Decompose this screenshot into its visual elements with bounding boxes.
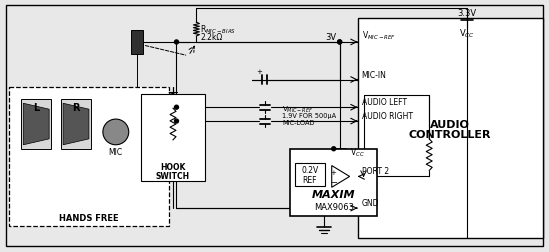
Text: AUDIO RIGHT: AUDIO RIGHT [362,112,412,120]
Text: AUDIO LEFT: AUDIO LEFT [362,98,407,107]
Text: 0.2V: 0.2V [301,165,318,174]
Text: V$_{MIC-REF}$: V$_{MIC-REF}$ [362,29,396,42]
Circle shape [103,120,129,145]
Text: REF: REF [302,175,317,184]
Text: 3.3V: 3.3V [457,9,477,18]
Circle shape [175,106,178,110]
Text: HANDS FREE: HANDS FREE [59,214,119,223]
Polygon shape [23,104,49,145]
Text: MAXIM: MAXIM [312,190,356,199]
Bar [295,163,325,186]
Text: V$_{CC}$: V$_{CC}$ [459,27,475,40]
Bar [357,19,542,238]
Text: MAX9063: MAX9063 [313,202,354,211]
Circle shape [175,41,178,45]
Text: MIC-LOAD: MIC-LOAD [282,120,315,125]
Bar [9,88,169,226]
Text: 3V: 3V [326,33,337,42]
Text: 2.2kΩ: 2.2kΩ [200,33,223,42]
Text: MIC-IN: MIC-IN [362,70,386,79]
Text: GND: GND [362,198,379,207]
Bar [61,100,91,149]
Circle shape [338,41,341,45]
Text: MIC: MIC [109,147,123,156]
Text: V$_{MIC-REF}$: V$_{MIC-REF}$ [282,105,313,115]
Text: CONTROLLER: CONTROLLER [409,130,491,140]
Circle shape [332,147,335,151]
Bar [131,31,143,55]
Text: +: + [330,170,337,176]
Text: R: R [72,103,80,113]
Text: PORT 2: PORT 2 [362,167,389,176]
Bar [21,100,51,149]
Polygon shape [63,104,89,145]
Bar [290,149,378,216]
Text: SWITCH: SWITCH [156,171,190,180]
Text: R$_{MIC-BIAS}$: R$_{MIC-BIAS}$ [200,23,237,36]
Circle shape [175,120,178,123]
Text: 1.9V FOR 500μA: 1.9V FOR 500μA [282,113,336,119]
Text: +: + [256,68,262,74]
Text: V$_{CC}$: V$_{CC}$ [350,146,365,159]
Bar [141,95,205,182]
Circle shape [338,41,341,45]
Text: HOOK: HOOK [160,162,186,171]
Text: L: L [33,103,40,113]
Text: AUDIO: AUDIO [430,119,470,129]
Polygon shape [332,166,350,187]
Text: −: − [330,177,337,186]
